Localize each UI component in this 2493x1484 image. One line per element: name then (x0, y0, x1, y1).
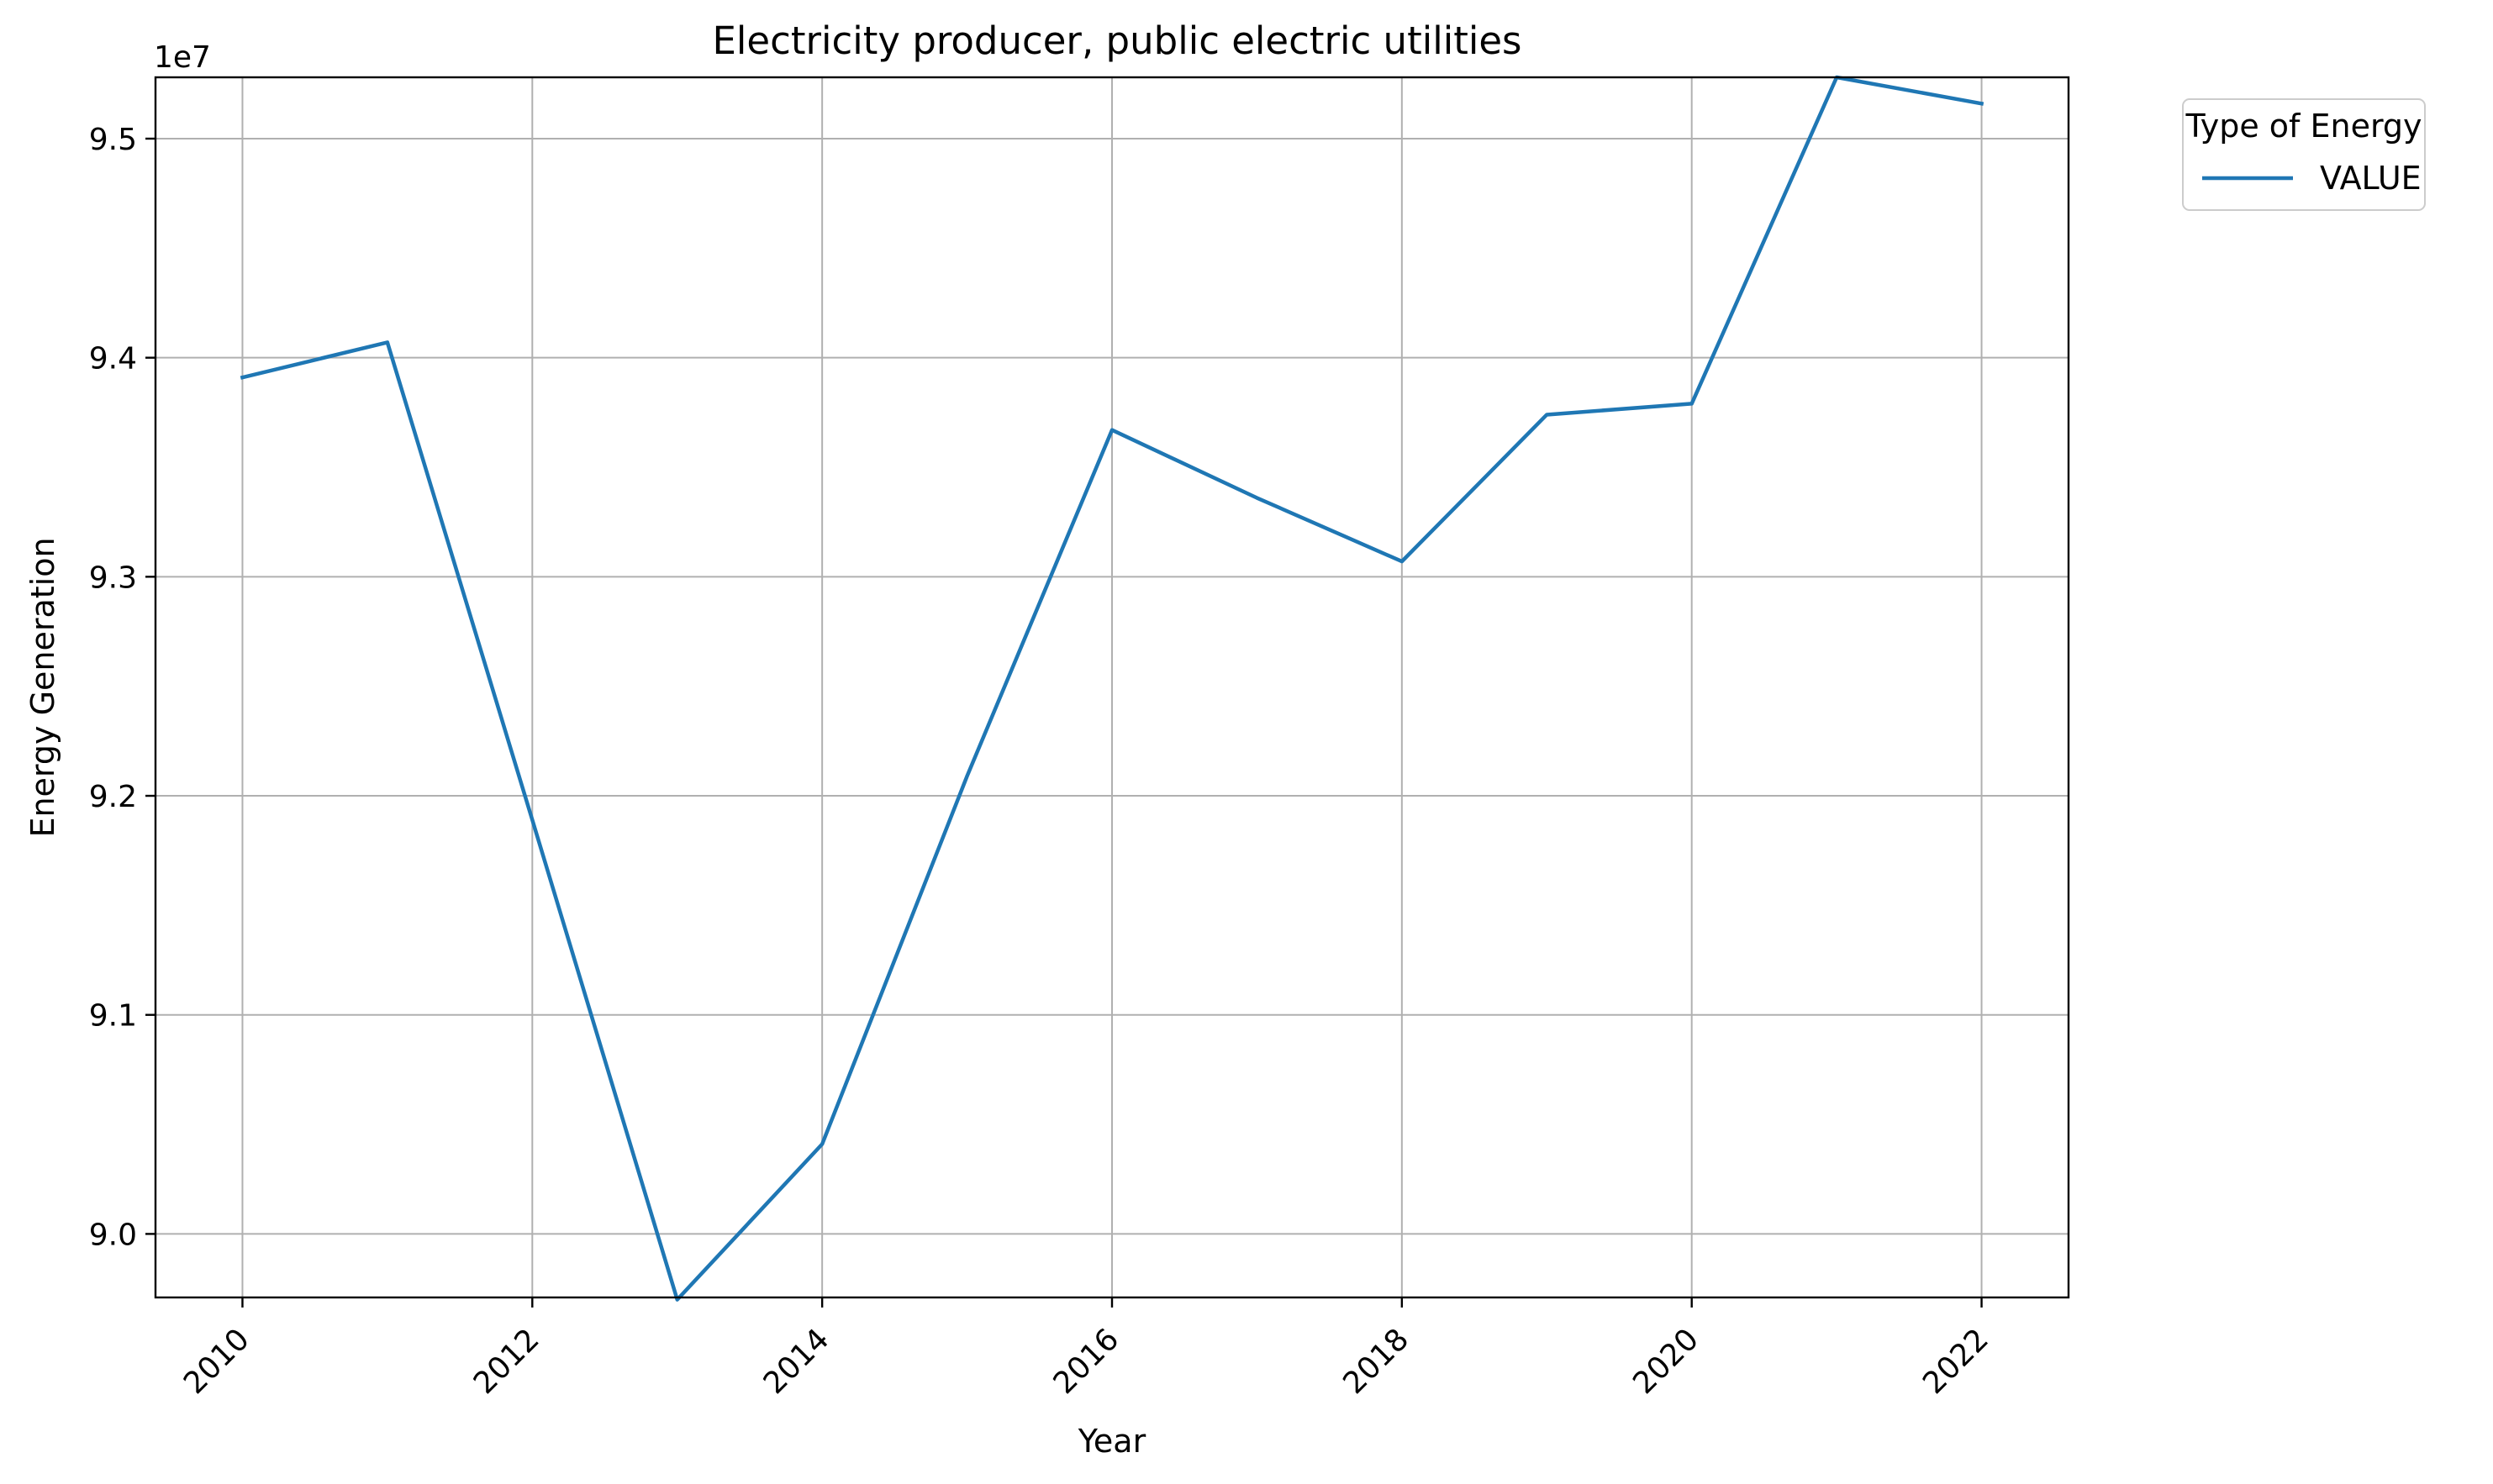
y-tick-label: 9.3 (89, 560, 137, 595)
chart-title: Electricity producer, public electric ut… (712, 18, 1521, 63)
y-tick-label: 9.4 (89, 342, 137, 376)
y-axis-title: Energy Generation (24, 537, 61, 837)
x-tick-label: 2014 (757, 1322, 836, 1401)
y-tick-label: 9.1 (89, 999, 137, 1034)
y-axis-offset-label: 1e7 (154, 40, 211, 75)
x-axis: 2010 2012 2014 2016 2018 2020 2022 (177, 1297, 1995, 1401)
x-tick-label: 2018 (1336, 1322, 1415, 1401)
legend-label-value: VALUE (2320, 160, 2422, 197)
legend: Type of Energy VALUE (2182, 98, 2426, 211)
x-tick-label: 2020 (1626, 1322, 1705, 1401)
x-tick-label: 2012 (467, 1322, 546, 1401)
y-tick-label: 9.2 (89, 780, 137, 814)
x-tick-label: 2016 (1047, 1322, 1126, 1401)
legend-frame (2182, 98, 2426, 211)
legend-title: Type of Energy (2185, 108, 2422, 145)
y-axis: 9.0 9.1 9.2 9.3 9.4 9.5 (89, 123, 155, 1252)
y-tick-label: 9.5 (89, 123, 137, 157)
x-axis-title: Year (1078, 1423, 1146, 1460)
grid-lines (155, 77, 2069, 1297)
y-tick-label: 9.0 (89, 1218, 137, 1252)
x-tick-label: 2022 (1916, 1322, 1995, 1401)
series-line-value (240, 75, 1984, 1302)
x-tick-label: 2010 (177, 1322, 256, 1401)
series-layer (240, 75, 1984, 1302)
